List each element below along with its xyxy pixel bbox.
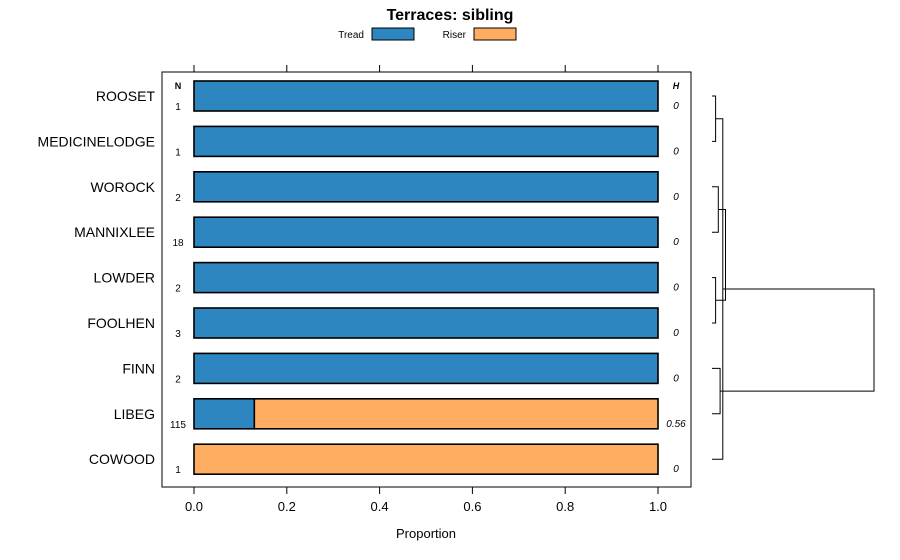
- category-label: MANNIXLEE: [74, 224, 155, 240]
- bar-tread-mannixlee: [193, 216, 659, 248]
- n-label: 18: [172, 238, 184, 249]
- category-label: MEDICINELODGE: [38, 133, 155, 149]
- n-label: 3: [175, 329, 181, 340]
- x-tick-label: 0.6: [463, 499, 481, 514]
- x-axis-label: Proportion: [396, 526, 456, 541]
- bar-tread-lowder: [193, 261, 659, 294]
- bar-tread-rooset: [193, 80, 659, 112]
- legend-label-tread: Tread: [338, 30, 364, 41]
- n-label: 1: [175, 102, 181, 113]
- category-label: LOWDER: [94, 270, 155, 286]
- h-label: 0: [673, 192, 679, 203]
- dendrogram: [712, 95, 875, 460]
- n-column-header: N: [175, 81, 182, 91]
- bar-tread-libeg: [193, 397, 256, 430]
- h-label: 0: [673, 328, 679, 339]
- category-label: FOOLHEN: [87, 315, 155, 331]
- dendrogram-link: [715, 209, 726, 301]
- bar-tread-medicinelodge: [193, 125, 659, 158]
- h-label: 0.56: [666, 419, 686, 430]
- n-label: 2: [175, 284, 181, 295]
- plot-frame: [161, 71, 692, 488]
- h-label: 0: [673, 237, 679, 248]
- bar-tread-worock: [193, 171, 659, 203]
- x-tick-label: 0.0: [185, 499, 203, 514]
- legend-swatch-riser: [473, 27, 517, 41]
- dendrogram-link: [712, 95, 717, 142]
- category-label: ROOSET: [96, 88, 156, 104]
- h-label: 0: [673, 464, 679, 475]
- n-label: 115: [170, 420, 186, 431]
- legend-swatch-tread: [371, 27, 415, 41]
- bars: [193, 80, 659, 476]
- bar-riser-cowood: [193, 443, 659, 476]
- x-tick-label: 0.4: [371, 499, 389, 514]
- h-label: 0: [673, 146, 679, 157]
- dendrogram-link: [712, 367, 721, 415]
- n-label: 1: [175, 147, 181, 158]
- dendrogram-link: [712, 186, 719, 233]
- n-label: 1: [175, 465, 181, 476]
- h-label: 0: [673, 101, 679, 112]
- h-label: 0: [673, 283, 679, 294]
- dendrogram-link: [712, 118, 724, 460]
- category-label: LIBEG: [114, 406, 155, 422]
- category-label: COWOOD: [89, 451, 155, 467]
- dendrogram-link: [720, 288, 875, 392]
- x-tick-label: 0.8: [556, 499, 574, 514]
- x-tick-label: 1.0: [649, 499, 667, 514]
- x-tick-label: 0.2: [278, 499, 296, 514]
- n-label: 2: [175, 193, 181, 204]
- bar-riser-libeg: [253, 397, 659, 430]
- legend-label-riser: Riser: [443, 30, 467, 41]
- bar-tread-finn: [193, 352, 659, 385]
- legend: Tread Riser: [338, 27, 517, 41]
- chart-title: Terraces: sibling: [387, 7, 514, 24]
- dendrogram-link: [712, 277, 717, 324]
- n-label: 2: [175, 374, 181, 385]
- h-label: 0: [673, 373, 679, 384]
- category-label: FINN: [122, 360, 155, 376]
- h-column-header: H: [673, 81, 680, 91]
- row-labels: ROOSET 1 0 MEDICINELODGE 1 0 WOROCK 2 0 MANNIXLEE…: [38, 88, 687, 476]
- x-axis: 0.0 0.2 0.4 0.6 0.8 1.0: [185, 65, 667, 514]
- category-label: WOROCK: [90, 179, 155, 195]
- bar-tread-foolhen: [193, 307, 659, 339]
